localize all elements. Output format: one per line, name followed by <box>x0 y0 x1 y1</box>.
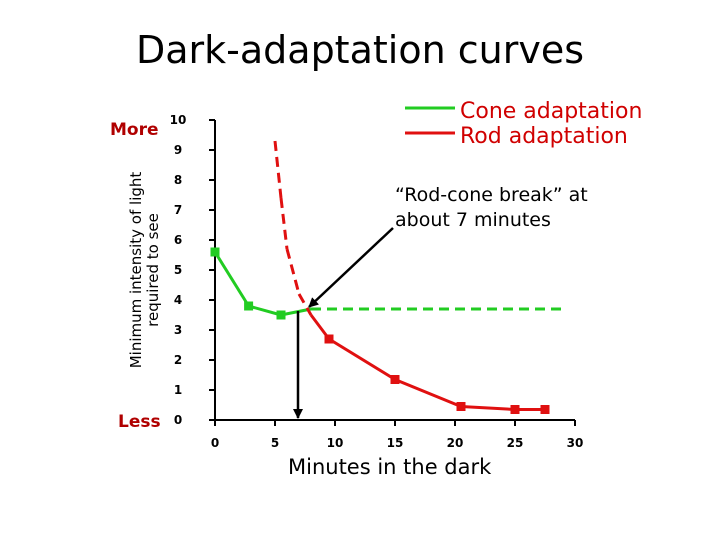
y-tick-label: 4 <box>174 293 182 307</box>
series-segment <box>394 378 462 408</box>
series-segment <box>279 197 289 250</box>
x-tick-label: 30 <box>567 436 584 450</box>
x-tick-label: 20 <box>447 436 464 450</box>
data-point-marker <box>244 301 254 311</box>
y-tick-label: 8 <box>174 173 182 187</box>
y-tick-label: 1 <box>174 383 182 397</box>
data-point-marker <box>456 402 466 411</box>
x-tick-label: 25 <box>507 436 524 450</box>
series-segment <box>285 248 301 295</box>
y-tick-label: 10 <box>170 113 187 127</box>
x-tick-label: 15 <box>387 436 404 450</box>
data-point-marker <box>276 310 286 320</box>
data-point-marker <box>510 405 520 414</box>
series-segment <box>213 251 250 307</box>
y-tick-label: 6 <box>174 233 182 247</box>
data-point-marker <box>540 405 550 414</box>
annotation-text: “Rod-cone break” at about 7 minutes <box>395 183 588 233</box>
annotation-arrow <box>308 227 394 308</box>
y-tick-label: 3 <box>174 323 182 337</box>
series-segment <box>328 337 396 381</box>
annotation-line-1: “Rod-cone break” at <box>395 184 588 206</box>
x-tick-label: 10 <box>327 436 344 450</box>
legend-label-rod: Rod adaptation <box>460 124 628 149</box>
series-rod <box>273 140 550 414</box>
y-tick-label: 5 <box>174 263 182 277</box>
y-tick-label: 2 <box>174 353 182 367</box>
x-axis-label: Minutes in the dark <box>288 455 492 479</box>
data-point-marker <box>324 334 334 344</box>
chart-title: Dark-adaptation curves <box>135 28 585 72</box>
series-segment <box>248 304 282 317</box>
x-tick-label: 0 <box>211 436 219 450</box>
y-tick-label: 7 <box>174 203 182 217</box>
data-point-marker <box>390 375 400 384</box>
series-segment <box>297 293 313 316</box>
y-bottom-label: Less <box>118 412 161 432</box>
y-tick-label: 9 <box>174 143 182 157</box>
series-segment <box>460 405 516 411</box>
y-tick-label: 0 <box>174 413 182 427</box>
x-tick-label: 5 <box>271 436 279 450</box>
annotation-line-2: about 7 minutes <box>395 209 551 231</box>
series-segment <box>280 307 312 317</box>
series-segment <box>273 140 283 199</box>
series-cone <box>210 247 563 320</box>
y-top-label: More <box>110 120 159 140</box>
data-point-marker <box>210 247 220 257</box>
legend-label-cone: Cone adaptation <box>460 99 643 124</box>
